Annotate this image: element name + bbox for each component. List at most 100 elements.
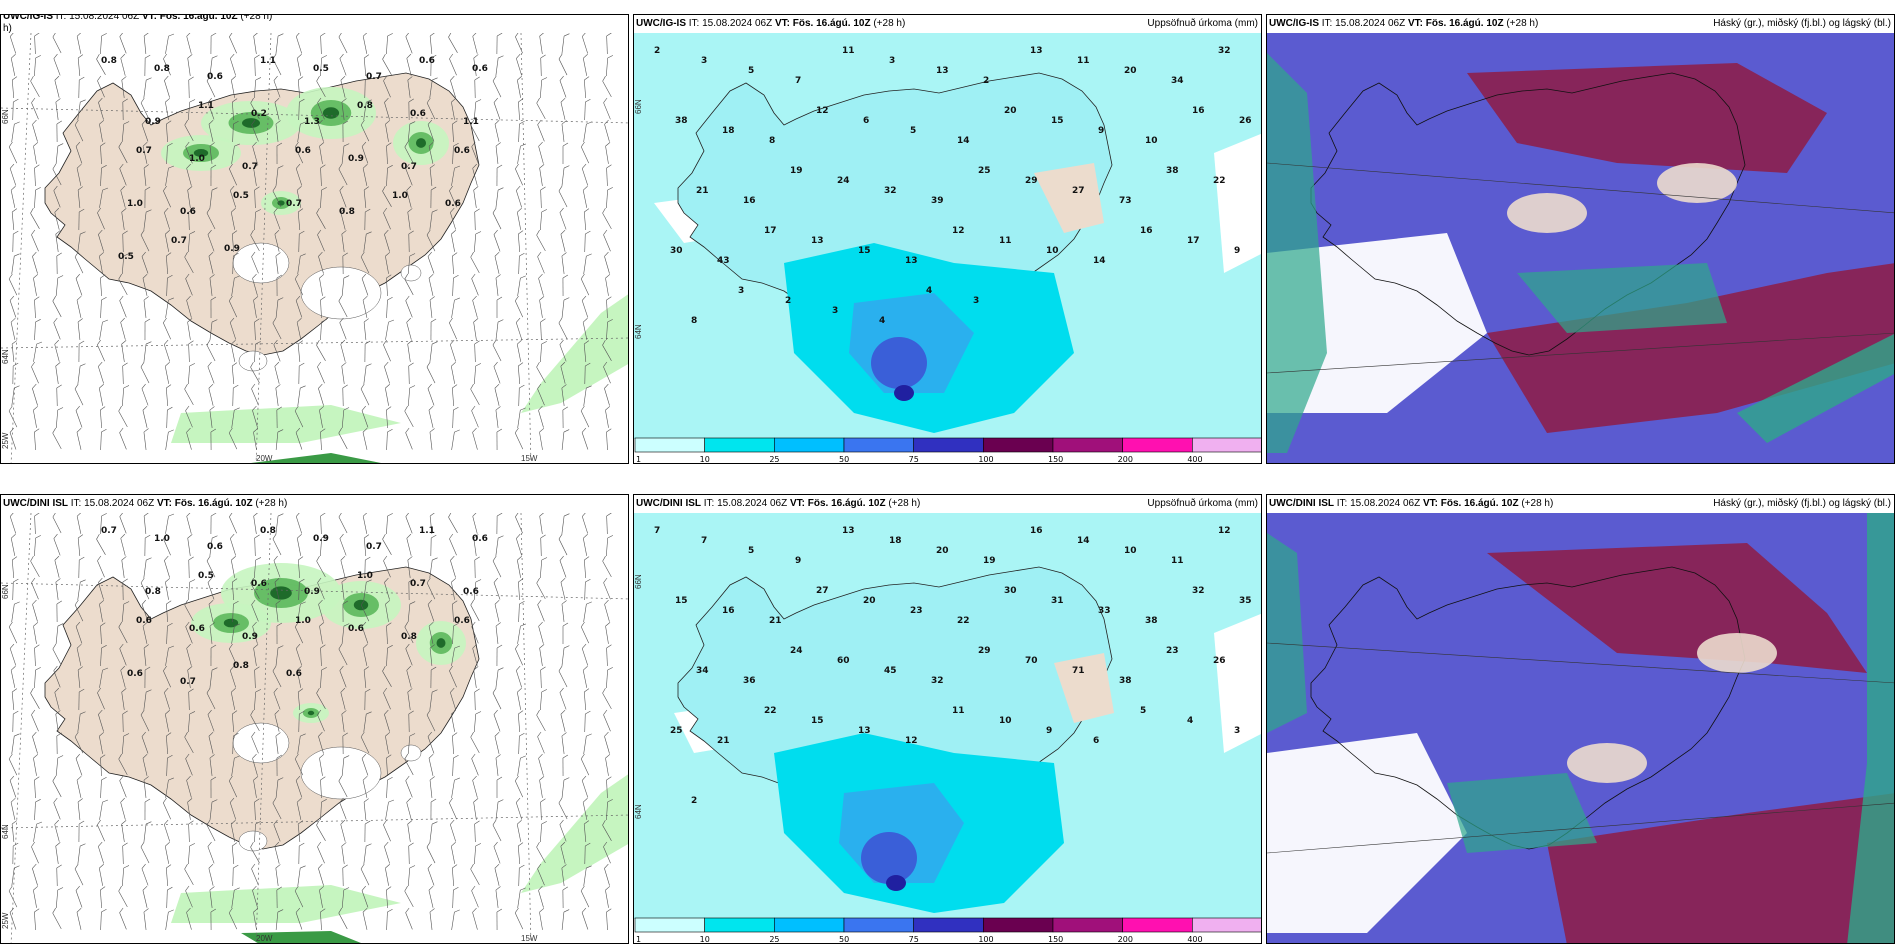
barb-flag	[208, 383, 214, 389]
wind-barb	[363, 318, 369, 340]
barb-shaft	[254, 692, 256, 710]
colorbar-tick-label: 400	[1187, 935, 1202, 943]
barb-flag	[120, 665, 125, 671]
wind-barb	[474, 363, 482, 384]
wind-barb	[166, 274, 173, 297]
barb-flag	[77, 318, 83, 323]
panel-title-wrap: h)	[3, 23, 12, 34]
wind-barb	[34, 55, 41, 76]
wind-barb	[272, 53, 282, 76]
wind-barb	[118, 405, 128, 428]
barb-flag	[384, 229, 389, 235]
barb-shaft	[385, 256, 389, 274]
wind-barb	[558, 53, 568, 76]
barb-shaft	[120, 670, 126, 688]
barb-shaft	[186, 912, 192, 930]
barb-shaft	[295, 300, 303, 318]
wind-barb	[297, 688, 304, 710]
precip-value: 3	[973, 296, 979, 306]
barb-flag	[189, 843, 196, 847]
wind-barb	[360, 863, 370, 886]
barb-flag	[404, 141, 409, 148]
barb-flag	[384, 841, 389, 847]
barb-shaft	[11, 560, 15, 578]
barb-flag	[253, 908, 259, 913]
wind-barb	[11, 340, 17, 362]
barb-flag	[493, 841, 498, 847]
barb-shaft	[296, 802, 302, 820]
barb-shaft	[604, 604, 610, 622]
wind-barb	[362, 775, 368, 798]
barb-flag	[428, 753, 434, 759]
barb-flag	[186, 163, 191, 169]
barb-flag	[606, 644, 612, 649]
barb-flag	[585, 710, 591, 715]
wind-barb	[252, 141, 258, 164]
barb-flag	[101, 296, 107, 301]
barb-flag	[78, 54, 84, 59]
barb-flag	[142, 753, 148, 759]
wind-barb	[56, 384, 62, 407]
precip-value: 3	[889, 56, 895, 66]
wind-barb	[382, 53, 392, 75]
barb-flag	[8, 753, 13, 760]
barb-shaft	[250, 102, 260, 120]
barb-shaft	[536, 234, 546, 252]
barb-flag	[360, 383, 365, 390]
barb-shaft	[77, 582, 81, 600]
barb-shaft	[471, 890, 479, 908]
barb-shaft	[362, 168, 368, 186]
wind-barb	[382, 185, 392, 207]
barb-flag	[451, 230, 456, 235]
barb-flag	[583, 186, 588, 191]
wind-barb	[141, 863, 149, 886]
barb-shaft	[141, 124, 149, 142]
barb-shaft	[584, 233, 586, 253]
barb-shaft	[228, 912, 238, 930]
barb-flag	[387, 777, 393, 781]
barb-shaft	[386, 647, 388, 667]
barb-flag	[229, 33, 233, 37]
barb-flag	[450, 207, 455, 213]
cloud-high	[1847, 513, 1894, 943]
barb-flag	[539, 908, 545, 913]
barb-flag	[360, 863, 365, 870]
wind-barb	[185, 405, 193, 428]
barb-flag	[386, 754, 392, 759]
barb-shaft	[250, 714, 260, 732]
barb-flag	[97, 819, 101, 825]
wind-barb	[121, 340, 127, 362]
barb-shaft	[207, 714, 215, 732]
barb-flag	[496, 908, 503, 913]
wind-barb	[185, 273, 193, 296]
barb-flag	[274, 709, 280, 715]
barb-shaft	[606, 431, 608, 451]
barb-flag	[428, 885, 434, 891]
wind-barb	[338, 295, 348, 318]
barb-flag	[495, 406, 501, 411]
precip-value: 0.8	[401, 632, 417, 642]
barb-flag	[584, 340, 590, 345]
colorbar-swatch	[704, 437, 775, 453]
barb-flag	[252, 405, 257, 411]
wind-barb	[165, 909, 174, 930]
barb-shaft	[77, 846, 81, 864]
wind-barb	[184, 119, 194, 142]
wind-barb	[9, 295, 17, 318]
barb-flag	[208, 731, 214, 737]
colorbar-tick-label: 10	[700, 935, 710, 943]
barb-shaft	[165, 582, 169, 600]
barb-flag	[429, 33, 436, 37]
wind-barb	[408, 578, 414, 601]
glacier	[232, 242, 290, 284]
precip-value: 33	[1098, 606, 1111, 616]
barb-shaft	[406, 670, 412, 688]
barb-shaft	[30, 213, 40, 229]
barb-flag	[451, 842, 456, 847]
wind-barb	[581, 33, 589, 54]
wind-barb	[254, 318, 260, 341]
wind-barb	[12, 842, 19, 865]
barb-shaft	[254, 321, 256, 341]
wind-barb	[320, 428, 326, 451]
wind-barb	[34, 428, 40, 451]
